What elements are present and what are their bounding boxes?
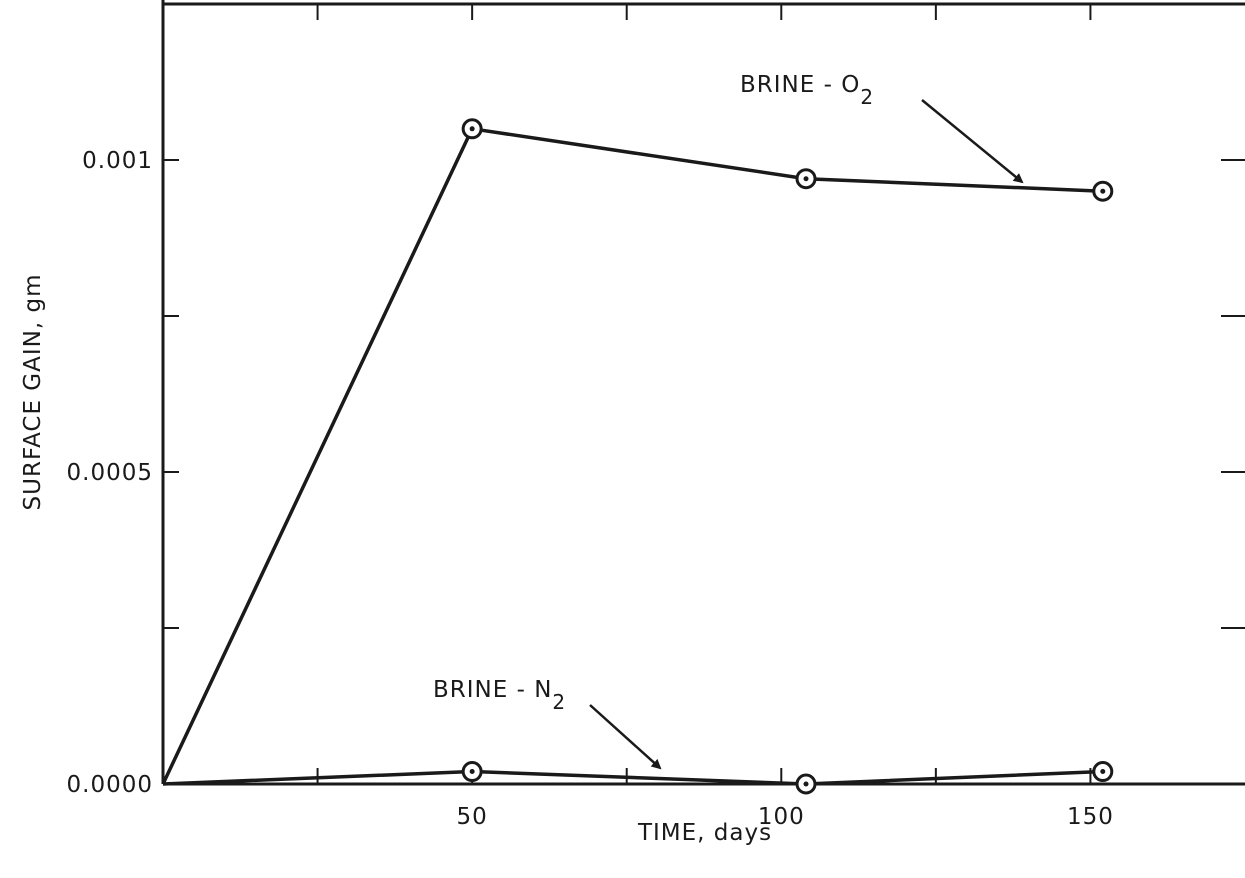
brine-o2-label-main: BRINE - O [740,72,860,98]
axis-ticks [163,4,1245,784]
brine-n2-label: BRINE - N2 [433,677,566,714]
plot-frame [161,0,1245,786]
series-line [162,769,1103,786]
marker-dot [803,176,809,182]
data-point-marker [795,168,817,190]
marker-dot [803,781,809,787]
x-tick-label: 150 [1067,804,1114,830]
marker-dot [469,769,475,775]
brine-n2-arrow [589,704,662,770]
data-point-marker [1092,180,1114,202]
data-point-marker [795,773,817,795]
brine-o2-arrow [921,99,1024,184]
brine-n2-label-main: BRINE - N [433,677,552,703]
x-tick-label: 50 [457,804,488,830]
y-tick-label: 0.0005 [67,460,153,486]
x-axis-title: TIME, days [637,820,772,846]
data-point-marker [461,761,483,783]
y-tick-label: 0.001 [82,148,153,174]
annotation-brine-o2: BRINE - O2 [740,72,1024,184]
data-point-marker [461,118,483,140]
brine-o2-label-subscript: 2 [860,85,874,109]
data-point-marker [1092,761,1114,783]
x-tick-label: 100 [758,804,805,830]
series-layer [161,118,1114,795]
series-brine-o2 [161,118,1114,785]
marker-dot [1100,769,1106,775]
y-axis-title: SURFACE GAIN, gm [20,274,46,511]
axis-tick-labels: 50 100 150 0.0000 0.0005 0.001 [67,148,1114,830]
marker-dot [469,126,475,132]
brine-n2-label-subscript: 2 [552,690,566,714]
annotation-brine-n2: BRINE - N2 [433,677,662,770]
series-brine-n2 [162,761,1114,795]
brine-o2-label: BRINE - O2 [740,72,874,109]
marker-dot [1100,188,1106,194]
y-tick-label: 0.0000 [67,772,153,798]
series-line [161,127,1103,785]
